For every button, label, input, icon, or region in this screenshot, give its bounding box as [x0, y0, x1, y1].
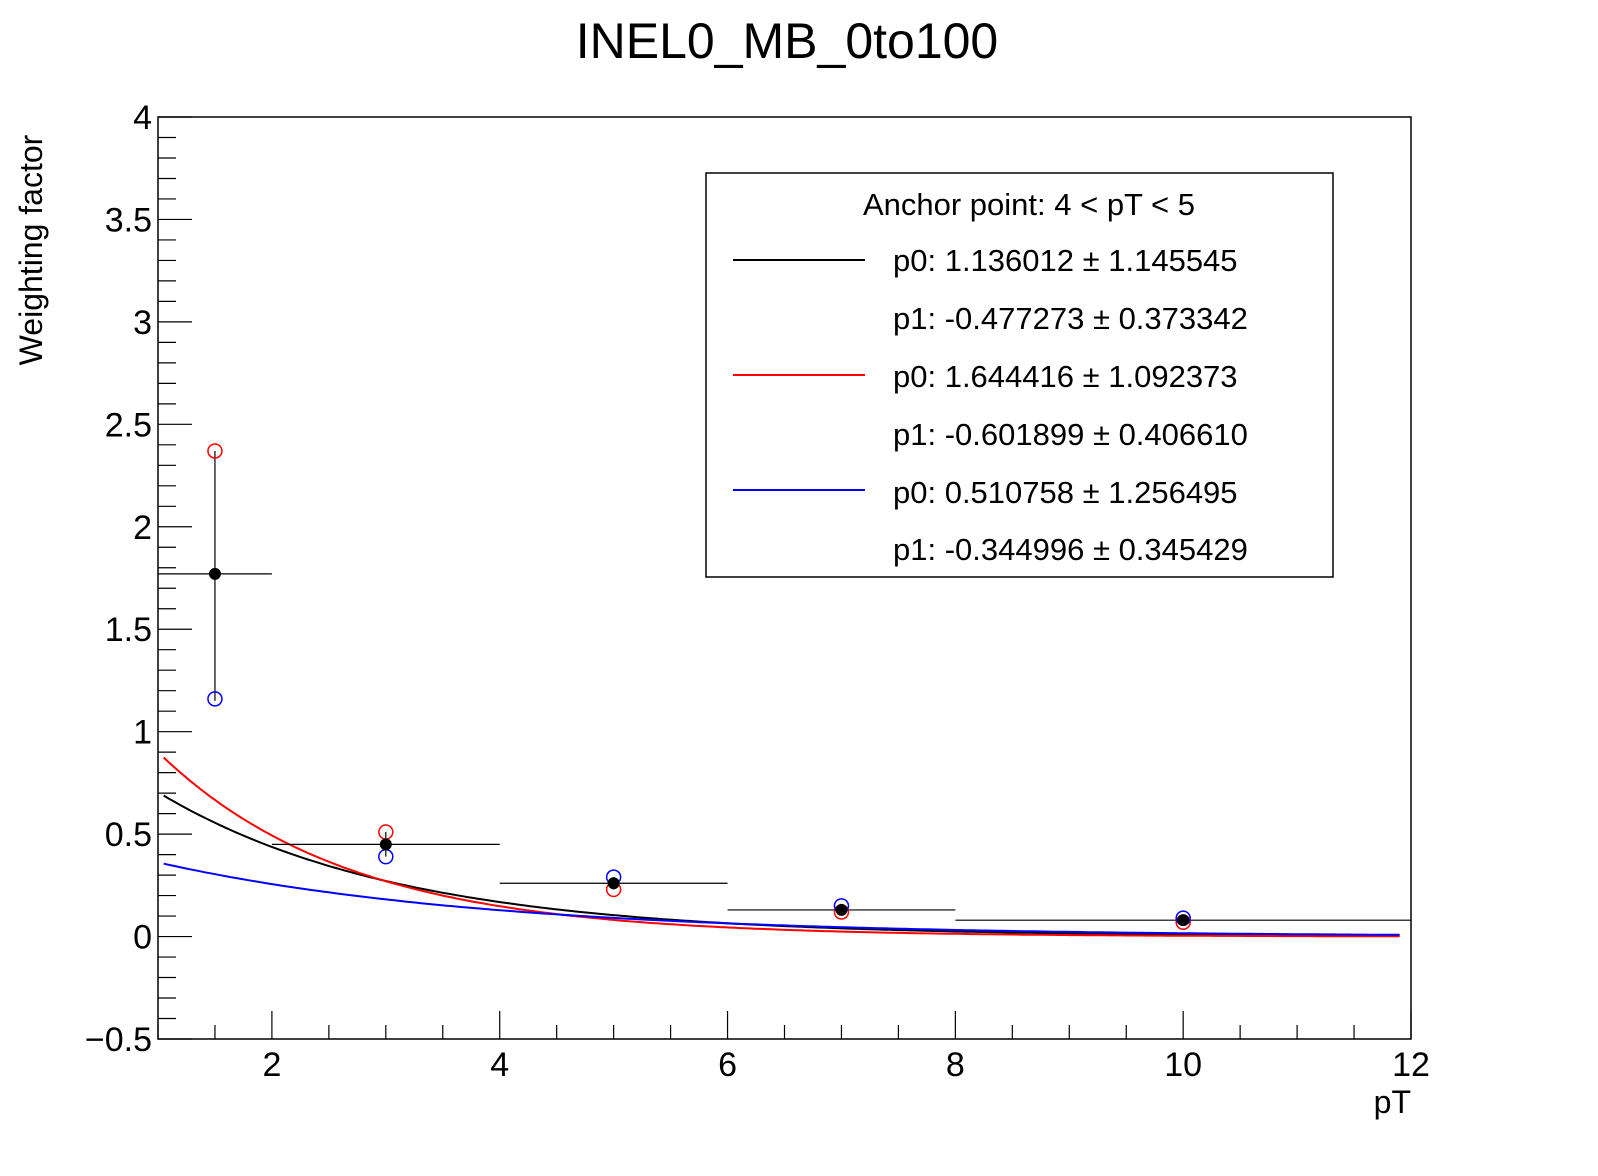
- y-axis-label: Weighting factor: [13, 134, 49, 365]
- y-tick-label: 3: [133, 304, 152, 342]
- data-points: [158, 443, 1411, 930]
- red-open-marker: [207, 443, 223, 459]
- y-tick-label: 0: [133, 919, 152, 957]
- legend-red-p0: p0: 1.644416 ± 1.092373: [893, 359, 1238, 394]
- black-filled-marker: [1177, 914, 1190, 927]
- x-tick-label: 4: [490, 1046, 509, 1084]
- y-tick-label: 0.5: [105, 816, 152, 854]
- y-tick-label: 1: [133, 714, 152, 752]
- x-tick-label: 12: [1392, 1046, 1430, 1084]
- fit-curves: [163, 756, 1400, 938]
- x-axis-label: pT: [1374, 1084, 1411, 1120]
- x-tick-label: 8: [946, 1046, 965, 1084]
- black-filled-marker: [607, 877, 620, 890]
- x-tick-label: 2: [262, 1046, 281, 1084]
- legend-blue-p0: p0: 0.510758 ± 1.256495: [893, 475, 1238, 510]
- plot-frame: [157, 116, 1412, 1040]
- legend-black-p0: p0: 1.136012 ± 1.145545: [893, 243, 1238, 278]
- fit-curve-red: [163, 756, 1400, 938]
- black-filled-marker: [379, 838, 392, 851]
- y-tick-label: 4: [133, 99, 152, 137]
- blue-open-marker: [207, 691, 223, 707]
- black-filled-marker: [208, 567, 221, 580]
- legend-header: Anchor point: 4 < pT < 5: [863, 187, 1195, 222]
- axis-ticks: −0.5 0 0.5 1 1.5 2 2.5 3 3.5 4 2 4 6 8 10 12: [85, 99, 1430, 1084]
- legend: Anchor point: 4 < pT < 5 p0: 1.136012 ± …: [705, 172, 1334, 578]
- y-tick-label: 3.5: [105, 201, 152, 239]
- legend-red-p1: p1: -0.601899 ± 0.406610: [893, 417, 1248, 452]
- x-tick-label: 10: [1164, 1046, 1202, 1084]
- x-tick-label: 6: [718, 1046, 737, 1084]
- y-tick-label: 1.5: [105, 611, 152, 649]
- legend-blue-p1: p1: -0.344996 ± 0.345429: [893, 532, 1248, 567]
- black-filled-marker: [835, 903, 848, 916]
- y-tick-label: 2.5: [105, 406, 152, 444]
- y-tick-label: −0.5: [85, 1021, 152, 1059]
- fit-curve-blue: [163, 862, 1400, 936]
- legend-black-p1: p1: -0.477273 ± 0.373342: [893, 301, 1248, 336]
- chart-title: INEL0_MB_0to100: [576, 13, 999, 69]
- y-tick-label: 2: [133, 509, 152, 547]
